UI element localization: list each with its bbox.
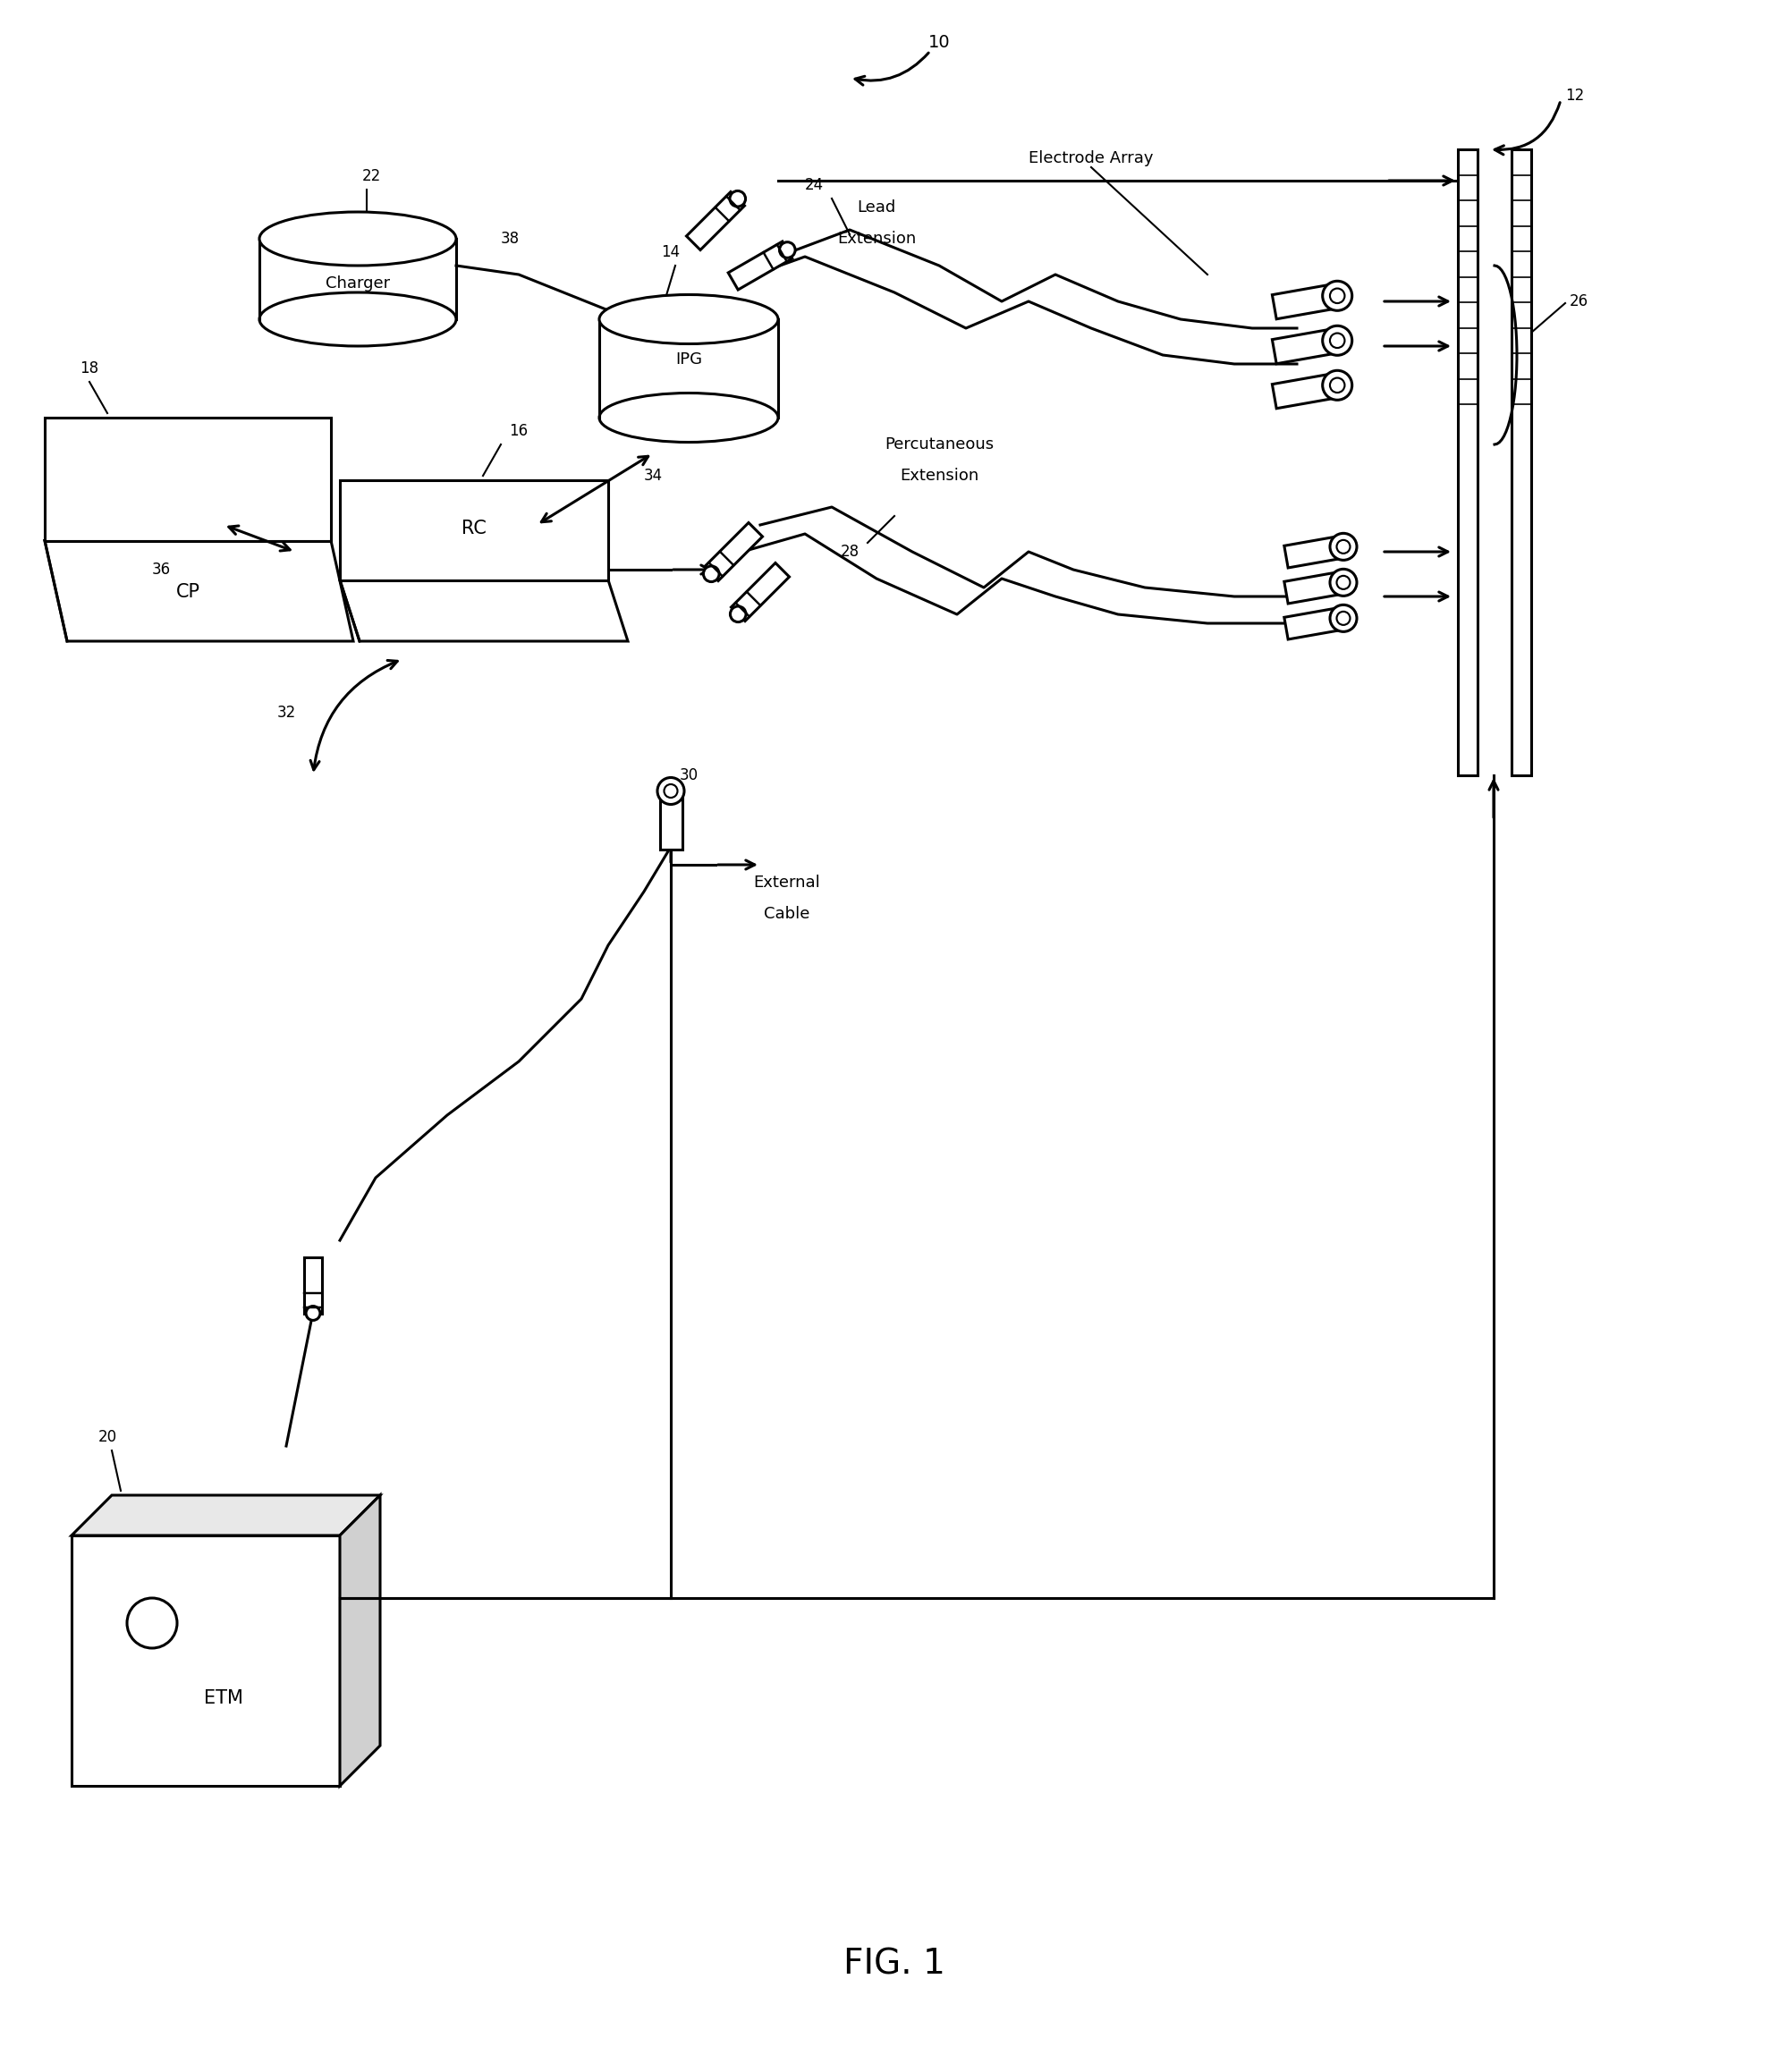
Ellipse shape [703, 566, 719, 582]
Text: ETM: ETM [204, 1689, 242, 1707]
Text: 22: 22 [361, 168, 381, 184]
Text: 28: 28 [841, 543, 858, 559]
Circle shape [1329, 605, 1358, 632]
Circle shape [1329, 288, 1345, 303]
Text: 12: 12 [1565, 87, 1584, 104]
Text: 18: 18 [80, 361, 99, 377]
Circle shape [1329, 377, 1345, 392]
Text: External: External [754, 874, 821, 891]
Ellipse shape [729, 191, 745, 207]
Text: 16: 16 [510, 423, 527, 439]
Text: 30: 30 [680, 767, 697, 783]
Circle shape [127, 1598, 177, 1647]
Polygon shape [1285, 537, 1345, 568]
Polygon shape [44, 541, 354, 640]
Circle shape [1322, 325, 1352, 354]
Circle shape [1329, 334, 1345, 348]
Text: IPG: IPG [676, 352, 703, 367]
Ellipse shape [260, 211, 457, 265]
Polygon shape [731, 564, 789, 622]
Bar [1458, 149, 1478, 775]
Polygon shape [340, 481, 609, 580]
Ellipse shape [600, 294, 779, 344]
Polygon shape [1285, 572, 1345, 603]
Ellipse shape [600, 394, 779, 441]
Text: Charger: Charger [326, 276, 389, 292]
Text: Electrode Array: Electrode Array [1028, 151, 1154, 166]
Text: 24: 24 [804, 176, 823, 193]
Text: 34: 34 [644, 468, 662, 483]
Bar [1512, 149, 1531, 775]
Polygon shape [1273, 373, 1340, 408]
Text: Percutaneous: Percutaneous [885, 437, 993, 452]
Text: 14: 14 [662, 244, 680, 261]
Polygon shape [1285, 607, 1345, 640]
Circle shape [1322, 282, 1352, 311]
Text: Extension: Extension [899, 468, 979, 483]
Ellipse shape [260, 292, 457, 346]
Polygon shape [44, 419, 331, 541]
Text: CP: CP [175, 582, 200, 601]
Polygon shape [340, 580, 628, 640]
Text: 36: 36 [152, 562, 170, 578]
Circle shape [1336, 576, 1351, 588]
Circle shape [1336, 541, 1351, 553]
Circle shape [1322, 371, 1352, 400]
Circle shape [1329, 533, 1358, 559]
Polygon shape [704, 522, 763, 580]
Text: 38: 38 [501, 230, 519, 247]
Polygon shape [687, 193, 745, 251]
Polygon shape [1273, 329, 1340, 365]
Polygon shape [340, 1496, 381, 1786]
Ellipse shape [731, 607, 745, 622]
Text: 26: 26 [1570, 294, 1588, 309]
Polygon shape [71, 1496, 381, 1535]
Circle shape [1336, 611, 1351, 626]
Ellipse shape [779, 242, 795, 257]
Polygon shape [727, 242, 793, 290]
Text: Lead: Lead [857, 199, 896, 215]
Text: Cable: Cable [765, 905, 811, 922]
Text: Extension: Extension [837, 230, 915, 247]
Circle shape [657, 777, 685, 804]
Text: FIG. 1: FIG. 1 [844, 1948, 945, 1981]
Polygon shape [71, 1535, 340, 1786]
Text: RC: RC [462, 520, 487, 537]
Circle shape [1329, 570, 1358, 597]
Polygon shape [1273, 284, 1340, 319]
Text: 20: 20 [97, 1430, 117, 1444]
Circle shape [664, 785, 678, 798]
Text: 32: 32 [276, 704, 296, 721]
Polygon shape [304, 1258, 322, 1314]
Ellipse shape [306, 1305, 320, 1320]
Polygon shape [660, 792, 681, 850]
Text: 10: 10 [927, 33, 950, 50]
